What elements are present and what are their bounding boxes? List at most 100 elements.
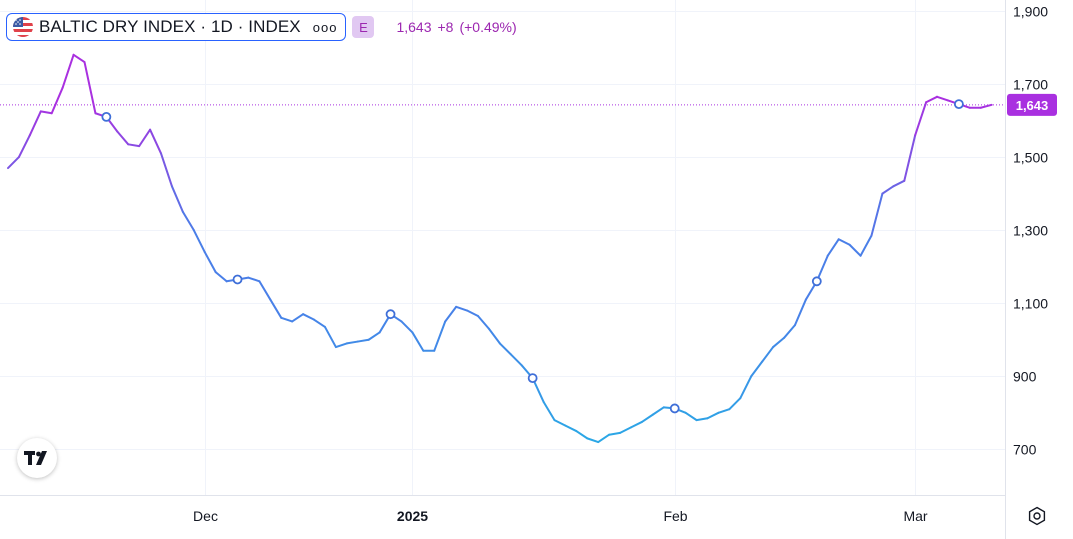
series-segment	[17, 134, 31, 159]
time-axis-labels: Dec 2025 Feb Mar	[193, 508, 928, 524]
y-tick-label: 1,100	[1013, 296, 1048, 312]
series-segment	[903, 134, 917, 182]
series-segment	[433, 320, 447, 352]
price-change: +8	[437, 19, 454, 35]
series-segment	[684, 411, 698, 422]
series-segment	[750, 360, 764, 378]
series-segment	[83, 61, 97, 115]
y-tick-label: 900	[1013, 369, 1037, 385]
series-segment	[160, 152, 173, 188]
series-segment	[892, 179, 906, 188]
x-tick-label: Mar	[903, 508, 927, 524]
series-segment	[127, 143, 141, 148]
symbol-selector[interactable]: BALTIC DRY INDEX · 1D · INDEX ooo	[6, 13, 347, 41]
series-segment	[247, 276, 261, 283]
series-segment	[476, 314, 490, 330]
series-segment	[444, 305, 458, 323]
series-segment	[717, 408, 731, 414]
series-segment	[619, 426, 633, 434]
event-marker[interactable]	[811, 276, 822, 287]
series-segment	[356, 338, 370, 343]
series-segment	[936, 95, 949, 102]
series-segment	[553, 419, 567, 427]
series-segment	[630, 420, 643, 429]
series-segment	[881, 185, 895, 195]
series-segment	[739, 375, 753, 400]
series-segment	[400, 320, 414, 334]
series-segment	[291, 313, 305, 323]
series-segment	[203, 251, 217, 274]
series-segment	[280, 316, 294, 323]
y-tick-label: 1,900	[1013, 4, 1048, 20]
series-segment	[925, 95, 939, 104]
series-segment	[345, 340, 359, 345]
series-segment	[116, 130, 130, 146]
y-tick-label: 1,700	[1013, 77, 1048, 93]
series-segment	[728, 397, 742, 411]
series-segment	[793, 298, 807, 327]
legend-quote: 1,643 +8 (+0.49%)	[396, 19, 522, 35]
series-segment	[509, 353, 523, 367]
us-flag-icon	[13, 17, 33, 37]
series-segment	[597, 433, 611, 444]
event-marker[interactable]	[669, 403, 680, 414]
vertical-grid	[205, 0, 916, 495]
earnings-badge[interactable]: E	[352, 16, 375, 38]
series-segment	[914, 101, 928, 137]
event-marker[interactable]	[232, 274, 243, 285]
series-segment	[39, 110, 53, 115]
tradingview-logo-icon[interactable]	[17, 438, 57, 478]
symbol-title: BALTIC DRY INDEX · 1D · INDEX	[39, 17, 301, 36]
series-segment	[979, 103, 993, 109]
event-markers	[101, 99, 964, 414]
x-tick-label: 2025	[397, 508, 428, 524]
last-price-label-text: 1,643	[1016, 98, 1049, 113]
x-tick-label: Feb	[663, 508, 687, 524]
last-price-label-bg	[1007, 93, 1057, 116]
series-segment	[138, 128, 152, 148]
more-options-icon[interactable]: ooo	[312, 19, 338, 35]
event-marker[interactable]	[954, 99, 964, 110]
y-tick-label: 1,300	[1013, 223, 1048, 239]
series-line	[7, 53, 993, 444]
series-segment	[564, 424, 578, 433]
last-price-label: 1,643	[1007, 93, 1057, 116]
series-segment	[586, 437, 600, 444]
series-segment	[826, 238, 840, 257]
series-segment	[837, 238, 851, 246]
settings-gear-icon[interactable]	[1027, 506, 1047, 526]
series-segment	[334, 342, 348, 349]
series-segment	[7, 156, 20, 170]
last-price-value: 1,643	[396, 19, 432, 35]
series-segment	[28, 110, 42, 137]
series-segment	[859, 234, 873, 257]
event-marker[interactable]	[385, 309, 396, 320]
series-segment	[50, 86, 64, 115]
series-segment	[695, 417, 709, 422]
chart-legend: BALTIC DRY INDEX · 1D · INDEX ooo E 1,64…	[6, 13, 523, 41]
event-marker[interactable]	[527, 373, 538, 383]
series-segment	[466, 309, 479, 317]
series-segment	[302, 313, 316, 321]
series-segment	[313, 318, 326, 328]
horizontal-grid	[0, 11, 1005, 450]
series-segment	[870, 192, 884, 237]
series-segment	[149, 128, 163, 155]
series-segment	[761, 346, 775, 363]
event-marker[interactable]	[101, 112, 112, 122]
series-segment	[181, 210, 195, 232]
series-segment	[72, 53, 86, 64]
series-segment	[608, 431, 622, 436]
series-segment	[192, 229, 206, 254]
y-tick-label: 1,500	[1013, 150, 1048, 166]
series-segment	[848, 243, 862, 257]
tradingview-logo-glyph	[24, 451, 47, 465]
series-segment	[323, 325, 337, 349]
series-segment	[640, 413, 654, 423]
series-segment	[706, 411, 720, 420]
series-segment	[367, 331, 381, 341]
series-segment	[772, 336, 786, 349]
series-segment	[487, 327, 501, 345]
series-segment	[455, 305, 469, 312]
